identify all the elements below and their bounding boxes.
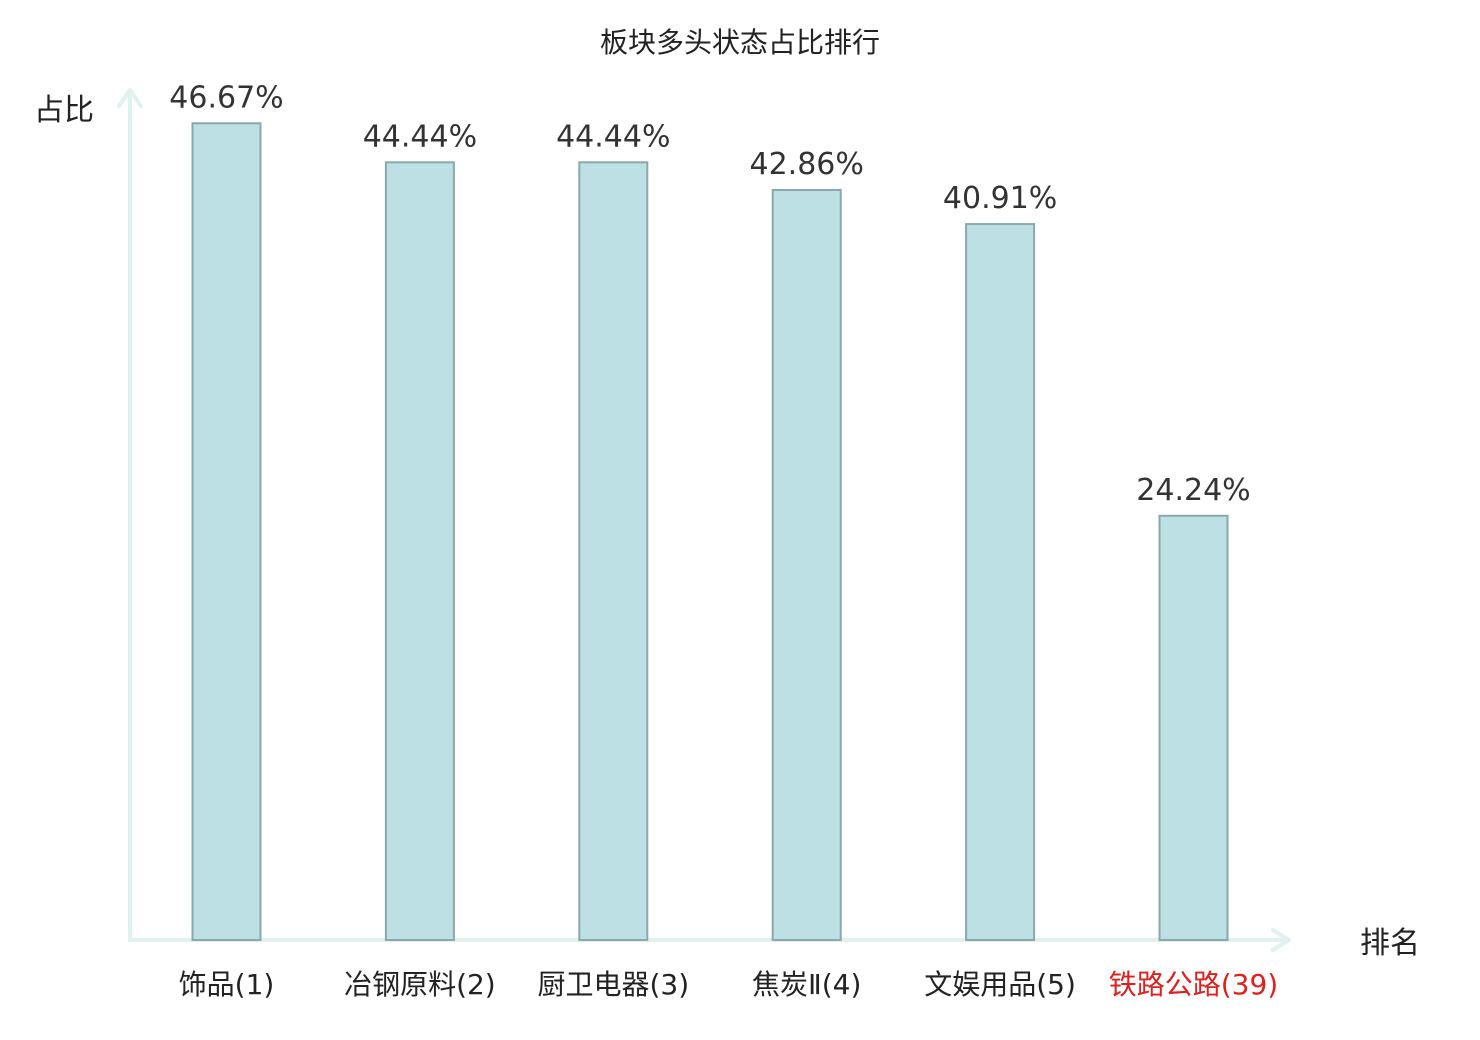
bar [1158,514,1229,941]
bar [191,122,262,941]
category-label: 饰品(1) [179,968,275,1001]
y-axis [117,88,143,940]
bar-value-label: 44.44% [363,119,477,154]
bar-value-label: 40.91% [943,181,1057,216]
bars-group [191,122,1229,942]
bar [771,188,842,941]
bar [578,161,649,942]
bar-value-label: 46.67% [169,80,283,115]
bar-value-label: 24.24% [1136,473,1250,508]
value-labels-group: 46.67% 44.44% 44.44% 42.86% 40.91% 24.24% [169,80,1250,508]
bar-value-label: 44.44% [556,119,670,154]
x-axis-label: 排名 [1360,926,1420,961]
category-label: 文娱用品(5) [924,968,1076,1001]
x-axis [128,928,1291,952]
chart-title: 板块多头状态占比排行 [600,26,880,59]
category-label: 焦炭Ⅱ(4) [752,968,861,1001]
category-labels-group: 饰品(1) 冶钢原料(2) 厨卫电器(3) 焦炭Ⅱ(4) 文娱用品(5) 铁路公路(39) [179,968,1279,1001]
bar [384,161,455,942]
category-label: 铁路公路(39) [1109,968,1278,1001]
bar [965,223,1036,941]
bar-value-label: 42.86% [750,147,864,182]
category-label: 厨卫电器(3) [537,968,689,1001]
y-axis-label: 占比 [34,93,94,128]
category-label: 冶钢原料(2) [344,968,496,1001]
